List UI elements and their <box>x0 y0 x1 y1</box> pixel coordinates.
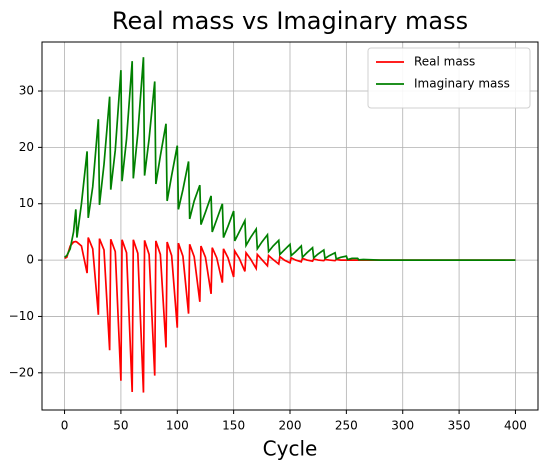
series-line <box>64 57 516 261</box>
x-tick-label: 250 <box>335 419 358 433</box>
x-tick-label: 350 <box>448 419 471 433</box>
x-tick-label: 200 <box>279 419 302 433</box>
x-tick-label: 50 <box>113 419 128 433</box>
legend-label: Imaginary mass <box>414 77 510 91</box>
chart-title: Real mass vs Imaginary mass <box>112 7 468 35</box>
y-tick-label: −20 <box>9 365 34 379</box>
y-tick-label: 20 <box>19 140 34 154</box>
y-tick-label: 0 <box>26 253 34 267</box>
x-tick-label: 400 <box>504 419 527 433</box>
x-tick-label: 100 <box>166 419 189 433</box>
y-tick-label: −10 <box>9 309 34 323</box>
x-tick-label: 300 <box>391 419 414 433</box>
legend-box <box>367 47 531 109</box>
series-line <box>64 237 516 393</box>
axes-frame <box>41 41 539 411</box>
legend-label: Real mass <box>414 55 475 69</box>
x-tick-label: 150 <box>222 419 245 433</box>
y-tick-label: 10 <box>19 196 34 210</box>
x-tick-label: 0 <box>61 419 69 433</box>
x-axis-label: Cycle <box>263 437 318 461</box>
y-tick-label: 30 <box>19 84 34 98</box>
